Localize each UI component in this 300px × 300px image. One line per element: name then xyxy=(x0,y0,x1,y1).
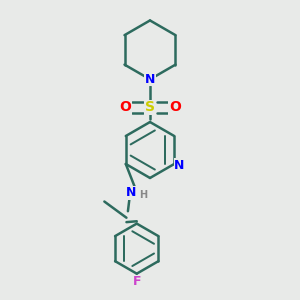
Text: N: N xyxy=(145,73,155,86)
Text: S: S xyxy=(145,100,155,114)
Text: F: F xyxy=(133,275,141,288)
Text: O: O xyxy=(119,100,131,114)
Text: N: N xyxy=(126,186,136,199)
Text: H: H xyxy=(139,190,147,200)
Text: N: N xyxy=(174,159,185,172)
Text: O: O xyxy=(169,100,181,114)
